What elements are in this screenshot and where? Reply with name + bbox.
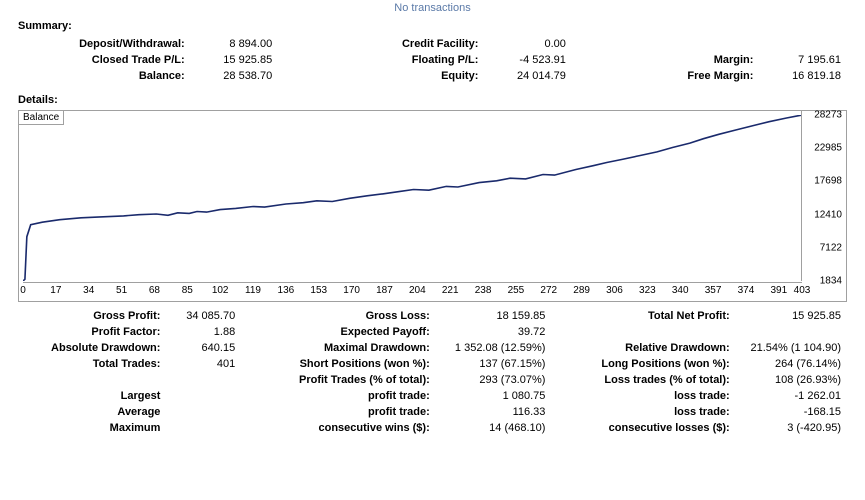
chart-y-tick: 17698	[814, 176, 842, 187]
loss-trades-label: Loss trades (% of total):	[577, 372, 736, 388]
chart-x-tick: 136	[278, 285, 295, 296]
balance-chart: Balance 2827322985176981241071221834 017…	[18, 110, 847, 302]
short-positions-label: Short Positions (won %):	[267, 356, 436, 372]
chart-x-tick: 403	[794, 285, 811, 296]
no-transactions-text: No transactions	[18, 2, 847, 14]
largest-loss-trade-value: -1 262.01	[736, 388, 847, 404]
total-net-profit-label: Total Net Profit:	[577, 308, 736, 324]
chart-x-tick: 85	[182, 285, 193, 296]
chart-y-tick: 12410	[814, 209, 842, 220]
chart-x-tick: 289	[573, 285, 590, 296]
absolute-drawdown-label: Absolute Drawdown:	[18, 340, 166, 356]
chart-x-tick: 0	[20, 285, 26, 296]
chart-x-tick: 68	[149, 285, 160, 296]
free-margin-label: Free Margin:	[610, 68, 760, 84]
chart-x-tick: 272	[540, 285, 557, 296]
relative-drawdown-value: 21.54% (1 104.90)	[736, 340, 847, 356]
maximal-drawdown-label: Maximal Drawdown:	[267, 340, 436, 356]
consecutive-wins-label: consecutive wins ($):	[267, 420, 436, 436]
closed-trade-pl-label: Closed Trade P/L:	[18, 52, 191, 68]
floating-pl-label: Floating P/L:	[316, 52, 484, 68]
chart-x-axis: 0 17 34 51 68 85 102 119 136 153 170 187 204 221 238 25…	[23, 282, 802, 301]
chart-x-tick: 374	[738, 285, 755, 296]
largest-profit-trade-value: 1 080.75	[436, 388, 552, 404]
balance-value: 28 538.70	[191, 68, 279, 84]
average-profit-trade-value: 116.33	[436, 404, 552, 420]
chart-x-tick: 238	[475, 285, 492, 296]
profit-factor-label: Profit Factor:	[18, 324, 166, 340]
chart-y-axis: 2827322985176981241071221834	[801, 111, 846, 281]
average-label: Average	[18, 404, 166, 420]
maximum-label: Maximum	[18, 420, 166, 436]
summary-heading: Summary:	[18, 20, 847, 32]
chart-x-tick: 357	[705, 285, 722, 296]
average-loss-trade-value: -168.15	[736, 404, 847, 420]
equity-label: Equity:	[316, 68, 484, 84]
equity-value: 24 014.79	[484, 68, 572, 84]
chart-x-tick: 221	[442, 285, 459, 296]
largest-label: Largest	[18, 388, 166, 404]
loss-trades-value: 108 (26.93%)	[736, 372, 847, 388]
largest-profit-trade-label: profit trade:	[267, 388, 436, 404]
maximal-drawdown-value: 1 352.08 (12.59%)	[436, 340, 552, 356]
chart-x-tick: 323	[639, 285, 656, 296]
largest-loss-trade-label: loss trade:	[577, 388, 736, 404]
summary-table: Deposit/Withdrawal: 8 894.00 Credit Faci…	[18, 36, 847, 84]
expected-payoff-label: Expected Payoff:	[267, 324, 436, 340]
long-positions-value: 264 (76.14%)	[736, 356, 847, 372]
details-heading: Details:	[18, 94, 847, 106]
total-trades-label: Total Trades:	[18, 356, 166, 372]
total-net-profit-value: 15 925.85	[736, 308, 847, 324]
deposit-withdrawal-label: Deposit/Withdrawal:	[18, 36, 191, 52]
total-trades-value: 401	[166, 356, 241, 372]
chart-x-tick: 102	[212, 285, 229, 296]
consecutive-losses-value: 3 (-420.95)	[736, 420, 847, 436]
short-positions-value: 137 (67.15%)	[436, 356, 552, 372]
long-positions-label: Long Positions (won %):	[577, 356, 736, 372]
average-loss-trade-label: loss trade:	[577, 404, 736, 420]
chart-y-tick: 28273	[814, 110, 842, 121]
relative-drawdown-label: Relative Drawdown:	[577, 340, 736, 356]
chart-y-tick: 1834	[820, 276, 842, 287]
chart-x-tick: 255	[508, 285, 525, 296]
profit-factor-value: 1.88	[166, 324, 241, 340]
chart-x-tick: 34	[83, 285, 94, 296]
chart-x-tick: 170	[343, 285, 360, 296]
consecutive-losses-label: consecutive losses ($):	[577, 420, 736, 436]
chart-x-tick: 119	[245, 285, 261, 296]
chart-y-tick: 7122	[820, 242, 842, 253]
balance-label: Balance:	[18, 68, 191, 84]
floating-pl-value: -4 523.91	[484, 52, 572, 68]
chart-x-tick: 17	[50, 285, 61, 296]
chart-x-tick: 306	[606, 285, 623, 296]
margin-label: Margin:	[610, 52, 760, 68]
consecutive-wins-value: 14 (468.10)	[436, 420, 552, 436]
chart-x-tick: 340	[672, 285, 689, 296]
gross-loss-label: Gross Loss:	[267, 308, 436, 324]
chart-x-tick: 153	[310, 285, 327, 296]
closed-trade-pl-value: 15 925.85	[191, 52, 279, 68]
expected-payoff-value: 39.72	[436, 324, 552, 340]
chart-x-tick: 187	[376, 285, 393, 296]
gross-loss-value: 18 159.85	[436, 308, 552, 324]
average-profit-trade-label: profit trade:	[267, 404, 436, 420]
gross-profit-value: 34 085.70	[166, 308, 241, 324]
chart-x-tick: 204	[409, 285, 426, 296]
balance-line	[23, 115, 802, 281]
profit-trades-value: 293 (73.07%)	[436, 372, 552, 388]
gross-profit-label: Gross Profit:	[18, 308, 166, 324]
absolute-drawdown-value: 640.15	[166, 340, 241, 356]
profit-trades-label: Profit Trades (% of total):	[267, 372, 436, 388]
deposit-withdrawal-value: 8 894.00	[191, 36, 279, 52]
chart-x-tick: 391	[770, 285, 787, 296]
chart-x-tick: 51	[116, 285, 127, 296]
free-margin-value: 16 819.18	[759, 68, 847, 84]
credit-facility-label: Credit Facility:	[316, 36, 484, 52]
chart-y-tick: 22985	[814, 143, 842, 154]
credit-facility-value: 0.00	[484, 36, 572, 52]
margin-value: 7 195.61	[759, 52, 847, 68]
details-table: Gross Profit: 34 085.70 Gross Loss: 18 1…	[18, 308, 847, 436]
